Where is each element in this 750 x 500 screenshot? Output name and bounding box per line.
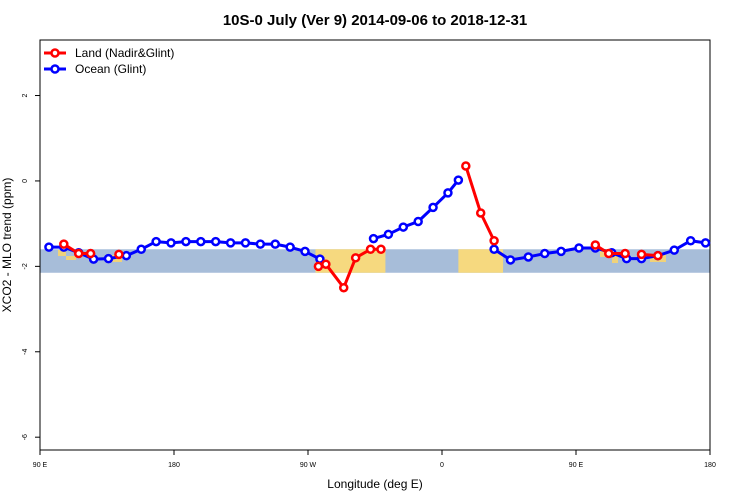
data-point (59, 239, 69, 249)
data-point (73, 248, 84, 259)
data-point (443, 188, 453, 198)
data-point (225, 238, 236, 248)
data-point (669, 245, 680, 255)
data-point (539, 248, 550, 259)
data-point (300, 246, 310, 257)
plot-frame (39, 39, 711, 451)
data-point (255, 239, 266, 249)
y-tick-label: -2 (22, 263, 29, 269)
data-point (44, 242, 54, 252)
data-point (428, 202, 438, 213)
data-point (700, 238, 711, 248)
land-patch (612, 255, 618, 263)
data-point (338, 282, 349, 293)
series-line (464, 165, 496, 242)
legend: Land (Nadir&Glint) Ocean (Glint) (44, 46, 174, 76)
x-tick-label: 0 (440, 462, 444, 469)
y-axis: 2 0 -2 -4 -6 (22, 93, 40, 440)
data-point (321, 259, 331, 269)
data-point (240, 238, 251, 248)
data-point (505, 255, 516, 265)
data-point (574, 243, 584, 253)
land-block (458, 249, 504, 273)
data-point (350, 253, 361, 263)
data-point (151, 236, 161, 247)
x-axis: 90 E 180 90 W 0 90 E 180 (33, 450, 716, 469)
data-point (368, 233, 379, 244)
land-patch (66, 256, 76, 260)
data-point (636, 249, 647, 260)
chart-title: 10S-0 July (Ver 9) 2014-09-06 to 2018-12… (223, 12, 527, 29)
data-point (453, 175, 464, 185)
x-tick-label: 180 (704, 462, 716, 469)
data-point (196, 236, 206, 247)
y-tick-label: 2 (22, 93, 29, 97)
data-point (85, 248, 96, 259)
data-point (103, 253, 114, 264)
data-point (413, 216, 423, 227)
data-point (685, 235, 696, 246)
data-point (620, 248, 630, 259)
data-point (376, 244, 386, 255)
y-axis-label: XCO2 - MLO trend (ppm) (0, 178, 14, 313)
land-series (59, 161, 663, 293)
y-tick-label: -4 (22, 349, 29, 355)
legend-land-marker (50, 48, 60, 58)
data-point (136, 244, 146, 255)
x-tick-label: 90 E (33, 462, 48, 469)
land-patch (58, 250, 66, 256)
x-tick-label: 90 W (300, 462, 317, 469)
data-point (590, 240, 601, 250)
series-layer (44, 161, 711, 293)
legend-land-label: Land (Nadir&Glint) (75, 46, 174, 60)
data-point (461, 161, 471, 171)
data-point (523, 252, 534, 262)
data-point (210, 236, 221, 247)
data-point (270, 239, 280, 249)
data-point (114, 249, 124, 260)
y-tick-label: 0 (22, 179, 29, 183)
land-block (315, 249, 386, 273)
x-tick-label: 180 (168, 462, 180, 469)
data-point (398, 222, 409, 232)
data-point (166, 238, 176, 248)
data-point (285, 242, 295, 252)
data-point (653, 250, 663, 261)
y-tick-label: -6 (22, 434, 29, 440)
x-tick-label: 90 E (569, 462, 584, 469)
legend-ocean-label: Ocean (Glint) (75, 62, 146, 76)
data-point (604, 248, 614, 259)
data-point (475, 208, 486, 218)
data-point (365, 244, 376, 255)
data-point (556, 246, 566, 257)
data-point (121, 250, 132, 261)
data-point (489, 244, 499, 255)
data-point (313, 261, 324, 272)
data-point (383, 229, 394, 240)
legend-ocean-marker (50, 64, 60, 74)
x-axis-label: Longitude (deg E) (327, 477, 422, 491)
data-point (489, 235, 499, 246)
data-point (181, 236, 191, 247)
